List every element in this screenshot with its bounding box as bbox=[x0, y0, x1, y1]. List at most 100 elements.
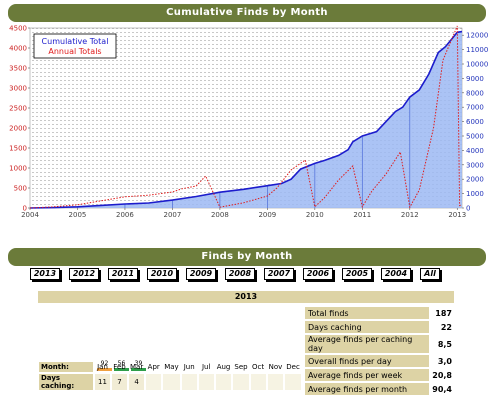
stat-label: Average finds per month bbox=[305, 383, 429, 395]
x-tick-label: 2011 bbox=[353, 211, 371, 219]
month-finds-bar bbox=[97, 368, 112, 371]
days-caching-apr bbox=[146, 374, 162, 390]
month-name-jun: Jun bbox=[183, 363, 195, 371]
month-finds-bar bbox=[114, 368, 129, 371]
stats-row: Total finds 187 bbox=[305, 307, 455, 319]
y-left-tick-label: 3000 bbox=[9, 85, 27, 93]
days-caching-feb: 7 bbox=[112, 374, 127, 390]
x-tick-label: 2013 bbox=[448, 211, 466, 219]
finds-header: Finds by Month bbox=[8, 248, 486, 266]
month-name-apr: Apr bbox=[147, 363, 160, 371]
stats-row: Days caching 22 bbox=[305, 321, 455, 333]
y-left-tick-label: 2500 bbox=[9, 105, 27, 113]
days-caching-sep bbox=[233, 374, 249, 390]
chart-legend: Cumulative Total Annual Totals bbox=[33, 33, 117, 59]
days-caching-may bbox=[163, 374, 180, 390]
month-name-aug: Aug bbox=[216, 363, 231, 371]
y-right-tick-label: 5000 bbox=[466, 133, 484, 141]
year-tab-2007[interactable]: 2007 bbox=[264, 268, 294, 280]
y-right-tick-label: 7000 bbox=[466, 104, 484, 112]
x-tick-label: 2004 bbox=[21, 211, 39, 219]
month-finds-value: 39 bbox=[134, 360, 143, 367]
year-tab-2010[interactable]: 2010 bbox=[147, 268, 177, 280]
days-caching-jan: 11 bbox=[95, 374, 110, 390]
y-right-tick-label: 8000 bbox=[466, 89, 484, 97]
stat-value: 187 bbox=[429, 307, 455, 319]
y-right-tick-label: 9000 bbox=[466, 75, 484, 83]
x-tick-label: 2006 bbox=[116, 211, 134, 219]
stats-row: Average finds per caching day 8,5 bbox=[305, 335, 455, 353]
y-left-tick-label: 3500 bbox=[9, 65, 27, 73]
year-tab-2006[interactable]: 2006 bbox=[303, 268, 333, 280]
x-tick-label: 2009 bbox=[258, 211, 276, 219]
months-table: Month: Jan Feb Mar Apr May Jun Jul Aug Sep Oct Nov D… bbox=[37, 360, 303, 392]
month-name-oct: Oct bbox=[252, 363, 265, 371]
year-tab-2011[interactable]: 2011 bbox=[108, 268, 138, 280]
y-right-tick-label: 0 bbox=[466, 205, 470, 213]
year-tab-2005[interactable]: 2005 bbox=[342, 268, 372, 280]
stat-value: 20,8 bbox=[429, 369, 455, 381]
year-tab-2008[interactable]: 2008 bbox=[225, 268, 255, 280]
year-banner: 2013 bbox=[38, 291, 454, 303]
stat-label: Average finds per caching day bbox=[305, 335, 429, 353]
y-left-tick-label: 2000 bbox=[9, 125, 27, 133]
month-finds-value: 92 bbox=[100, 360, 109, 367]
stat-label: Average finds per week bbox=[305, 369, 429, 381]
year-tab-2009[interactable]: 2009 bbox=[186, 268, 216, 280]
year-tab-2013[interactable]: 2013 bbox=[30, 268, 60, 280]
y-left-tick-label: 1000 bbox=[9, 165, 27, 173]
legend-cumulative: Cumulative Total bbox=[42, 37, 109, 46]
chart-header: Cumulative Finds by Month bbox=[8, 4, 486, 22]
stats-table: Total finds 187 Days caching 22 Average find… bbox=[305, 305, 455, 397]
cumulative-line bbox=[29, 30, 463, 209]
stat-label: Total finds bbox=[305, 307, 429, 319]
year-tab-2012[interactable]: 2012 bbox=[69, 268, 99, 280]
y-right-tick-label: 3000 bbox=[466, 161, 484, 169]
x-tick-label: 2008 bbox=[211, 211, 229, 219]
month-name-jul: Jul bbox=[201, 363, 211, 371]
stat-value: 90,4 bbox=[429, 383, 455, 395]
y-left-tick-label: 1500 bbox=[9, 145, 27, 153]
stat-value: 8,5 bbox=[429, 335, 455, 353]
days-caching-jun bbox=[181, 374, 197, 390]
month-name-feb: Feb bbox=[113, 363, 126, 371]
x-tick-label: 2012 bbox=[401, 211, 419, 219]
legend-annual: Annual Totals bbox=[48, 47, 101, 56]
x-tick-label: 2005 bbox=[69, 211, 87, 219]
year-tabs: 2013 2012 2011 2010 2009 2008 2007 2006 2005 2004… bbox=[30, 268, 462, 282]
stats-row: Average finds per week 20,8 bbox=[305, 369, 455, 381]
year-tab-2004[interactable]: 2004 bbox=[381, 268, 411, 280]
month-name-may: May bbox=[164, 363, 179, 371]
y-right-tick-label: 12000 bbox=[466, 32, 488, 40]
y-right-tick-label: 6000 bbox=[466, 118, 484, 126]
days-caching-aug bbox=[215, 374, 232, 390]
stat-value: 22 bbox=[429, 321, 455, 333]
days-row-label: Days caching: bbox=[39, 374, 93, 390]
month-row-label: Month: bbox=[39, 362, 93, 372]
stats-row: Overall finds per day 3,0 bbox=[305, 355, 455, 367]
month-name-sep: Sep bbox=[234, 363, 248, 371]
stat-value: 3,0 bbox=[429, 355, 455, 367]
month-name-dec: Dec bbox=[286, 363, 300, 371]
stat-label: Days caching bbox=[305, 321, 429, 333]
month-finds-value: 56 bbox=[117, 360, 126, 367]
year-tab-all[interactable]: All bbox=[420, 268, 440, 280]
month-name-nov: Nov bbox=[268, 363, 283, 371]
cumulative-finds-chart: 0 500 1000 1500 2000 2500 3000 3500 4000 4500 0 100… bbox=[9, 25, 488, 220]
y-left-tick-label: 4000 bbox=[9, 45, 27, 53]
y-right-tick-label: 1000 bbox=[466, 190, 484, 198]
y-left-tick-label: 500 bbox=[14, 185, 27, 193]
month-finds-bar bbox=[131, 368, 146, 371]
stat-label: Overall finds per day bbox=[305, 355, 429, 367]
days-caching-nov bbox=[267, 374, 284, 390]
y-left-tick-label: 4500 bbox=[9, 25, 27, 33]
days-caching-mar: 4 bbox=[129, 374, 145, 390]
cumulative-area bbox=[30, 31, 462, 208]
y-right-tick-label: 2000 bbox=[466, 176, 484, 184]
x-tick-label: 2007 bbox=[164, 211, 182, 219]
days-caching-oct bbox=[250, 374, 266, 390]
stats-row: Average finds per month 90,4 bbox=[305, 383, 455, 395]
y-right-tick-label: 10000 bbox=[466, 61, 488, 69]
days-caching-jul bbox=[198, 374, 214, 390]
days-caching-dec bbox=[285, 374, 301, 390]
